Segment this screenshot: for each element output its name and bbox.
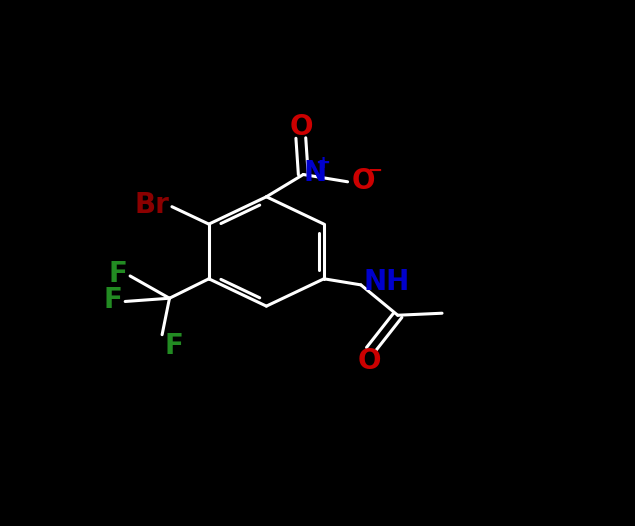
- Text: Br: Br: [135, 191, 170, 219]
- Text: O: O: [352, 167, 375, 195]
- Text: F: F: [104, 286, 123, 314]
- Text: −: −: [367, 162, 382, 180]
- Text: F: F: [109, 260, 128, 288]
- Text: F: F: [164, 332, 184, 360]
- Text: O: O: [290, 113, 313, 141]
- Text: N: N: [304, 159, 326, 187]
- Text: +: +: [316, 154, 331, 172]
- Text: NH: NH: [363, 268, 410, 296]
- Text: O: O: [358, 347, 382, 375]
